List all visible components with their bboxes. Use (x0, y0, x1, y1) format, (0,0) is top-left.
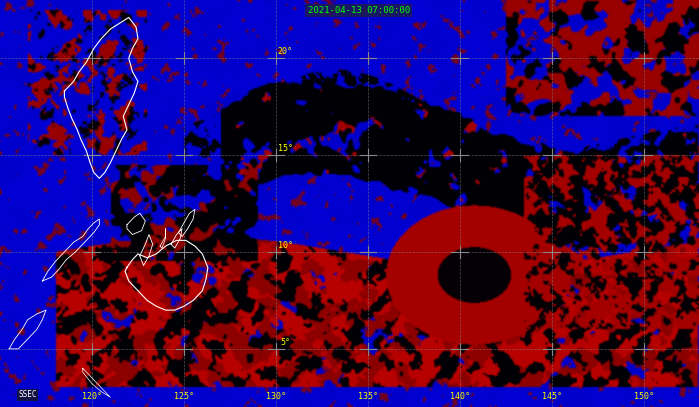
Text: 135°: 135° (358, 392, 378, 401)
Text: 15°: 15° (278, 144, 293, 153)
Text: 145°: 145° (542, 392, 562, 401)
Text: 130°: 130° (266, 392, 286, 401)
Text: 20°: 20° (278, 47, 293, 56)
Text: 10°: 10° (278, 241, 293, 249)
Text: 140°: 140° (450, 392, 470, 401)
Text: 125°: 125° (174, 392, 194, 401)
Text: 150°: 150° (634, 392, 654, 401)
Text: 5°: 5° (280, 337, 290, 347)
Text: 2021-04-13 07:00:00: 2021-04-13 07:00:00 (308, 6, 410, 15)
Text: 120°: 120° (82, 392, 102, 401)
Text: SSEC: SSEC (18, 390, 37, 399)
